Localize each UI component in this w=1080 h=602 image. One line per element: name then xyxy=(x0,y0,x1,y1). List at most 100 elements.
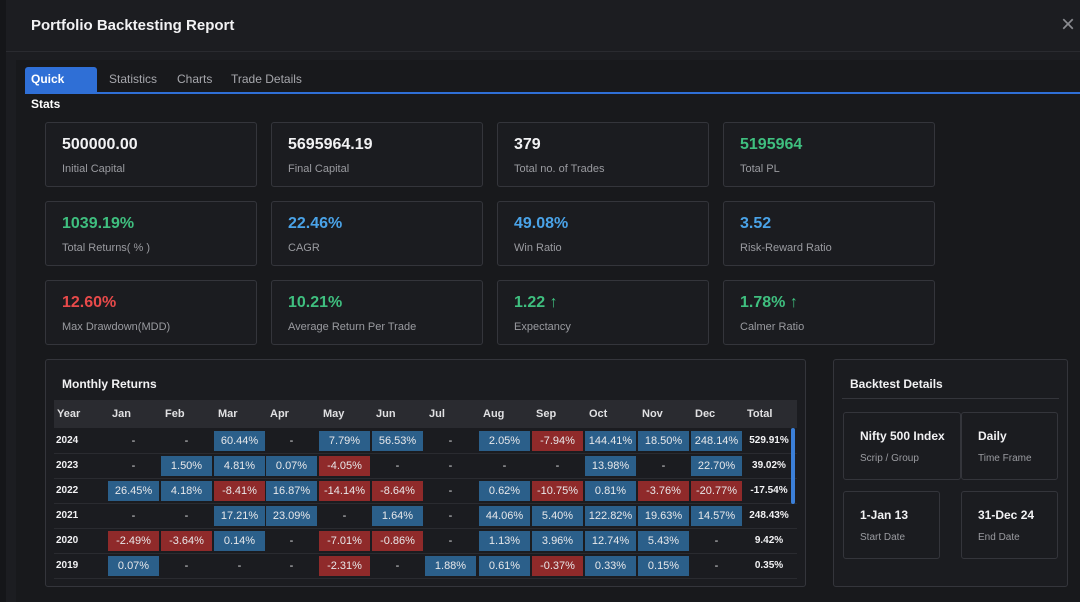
stat-card: 12.60% Max Drawdown(MDD) xyxy=(45,280,257,345)
month-return-cell: -0.86% xyxy=(372,531,423,551)
month-return-cell: -2.31% xyxy=(319,556,370,576)
month-return-cell: - xyxy=(714,535,719,547)
total-cell: -17.54% xyxy=(750,485,788,496)
month-return-cell: - xyxy=(448,435,453,447)
stat-label: Win Ratio xyxy=(514,242,562,254)
month-return-cell: -7.94% xyxy=(532,431,583,451)
end-date-value: 31-Dec 24 xyxy=(978,508,1035,522)
month-return-cell: -8.41% xyxy=(214,481,265,501)
month-return-cell: - xyxy=(555,460,560,472)
month-return-cell: - xyxy=(448,535,453,547)
month-return-cell: - xyxy=(714,560,719,572)
month-return-cell: 0.07% xyxy=(266,456,317,476)
backtest-details-card: Backtest Details Nifty 500 Index Scrip /… xyxy=(833,359,1068,587)
month-return-cell: -0.37% xyxy=(532,556,583,576)
stat-label: Calmer Ratio xyxy=(740,321,805,333)
tab-trade-details[interactable]: Trade Details xyxy=(231,72,302,86)
month-return-cell: -14.14% xyxy=(319,481,370,501)
month-return-cell: 4.81% xyxy=(214,456,265,476)
end-date-label: End Date xyxy=(978,532,1020,543)
month-return-cell: 122.82% xyxy=(585,506,636,526)
column-header: Mar xyxy=(218,408,238,420)
backtest-report-modal: Portfolio Backtesting Report × Quick Sta… xyxy=(6,0,1080,602)
month-return-cell: 0.07% xyxy=(108,556,159,576)
month-return-cell: - xyxy=(289,560,294,572)
table-header: Year Jan Feb Mar Apr May Jun Jul Aug Sep Oct Nov Dec… xyxy=(54,400,797,428)
table-row: 2020 -2.49% -3.64% 0.14% - -7.01% -0.86% - 1.13%… xyxy=(54,529,797,554)
month-return-cell: 0.81% xyxy=(585,481,636,501)
month-return-cell: 0.15% xyxy=(638,556,689,576)
month-return-cell: 1.64% xyxy=(372,506,423,526)
stat-card: 500000.00 Initial Capital xyxy=(45,122,257,187)
month-return-cell: 16.87% xyxy=(266,481,317,501)
tab-statistics[interactable]: Statistics xyxy=(109,72,158,86)
year-cell: 2023 xyxy=(56,460,79,471)
total-cell: 0.35% xyxy=(754,560,784,571)
modal-title: Portfolio Backtesting Report xyxy=(31,17,235,34)
month-return-cell: - xyxy=(184,560,189,572)
month-return-cell: - xyxy=(342,510,347,522)
stat-value: 22.46% xyxy=(288,215,343,232)
tab-charts[interactable]: Charts xyxy=(177,72,213,86)
column-header: Nov xyxy=(642,408,663,420)
stat-label: CAGR xyxy=(288,242,320,254)
stat-value: 5195964 xyxy=(740,136,803,153)
month-return-cell: 60.44% xyxy=(214,431,265,451)
column-header: Feb xyxy=(165,408,185,420)
column-header: Jul xyxy=(429,408,445,420)
month-return-cell: 2.05% xyxy=(479,431,530,451)
month-return-cell: - xyxy=(448,510,453,522)
divider xyxy=(842,398,1059,399)
table-row: 2019 0.07% - - - -2.31% - 1.88% 0.61% -0.37% 0.33%… xyxy=(54,554,797,579)
month-return-cell: 26.45% xyxy=(108,481,159,501)
stat-value: 1.22 ↑ xyxy=(514,294,558,311)
total-cell: 9.42% xyxy=(754,535,784,546)
column-header: Jun xyxy=(376,408,396,420)
month-return-cell: - xyxy=(289,535,294,547)
year-cell: 2019 xyxy=(56,560,79,571)
close-icon[interactable]: × xyxy=(1060,11,1075,38)
stat-card: 5195964 Total PL xyxy=(723,122,935,187)
month-return-cell: -3.76% xyxy=(638,481,689,501)
month-return-cell: 144.41% xyxy=(585,431,636,451)
month-return-cell: 17.21% xyxy=(214,506,265,526)
stat-card: 3.52 Risk-Reward Ratio xyxy=(723,201,935,266)
table-row: 2023 - 1.50% 4.81% 0.07% -4.05% - - - - 13.98% - 22.… xyxy=(54,454,797,479)
month-return-cell: -10.75% xyxy=(532,481,583,501)
month-return-cell: 4.18% xyxy=(161,481,212,501)
table-scrollbar[interactable] xyxy=(791,428,795,504)
month-return-cell: 22.70% xyxy=(691,456,742,476)
table-row: 2022 26.45% 4.18% -8.41% 16.87% -14.14% -8.64%… xyxy=(54,479,797,504)
column-header: Oct xyxy=(589,408,608,420)
start-date-value: 1-Jan 13 xyxy=(860,508,909,522)
total-cell: 39.02% xyxy=(752,460,786,471)
stat-card: 22.46% CAGR xyxy=(271,201,483,266)
month-return-cell: -7.01% xyxy=(319,531,370,551)
month-return-cell: 56.53% xyxy=(372,431,423,451)
tab-quick-stats[interactable]: Quick Stats xyxy=(25,67,97,111)
stat-label: Expectancy xyxy=(514,321,571,333)
column-header: Dec xyxy=(695,408,716,420)
month-return-cell: 13.98% xyxy=(585,456,636,476)
month-return-cell: -4.05% xyxy=(319,456,370,476)
stat-label: Average Return Per Trade xyxy=(288,321,417,333)
stat-value: 5695964.19 xyxy=(288,136,373,153)
year-cell: 2020 xyxy=(56,535,79,546)
year-cell: 2022 xyxy=(56,485,79,496)
column-header: Apr xyxy=(270,408,289,420)
start-date-label: Start Date xyxy=(860,532,906,543)
end-date-card: 31-Dec 24 End Date xyxy=(961,491,1058,559)
scrip-group-label: Scrip / Group xyxy=(860,453,919,464)
time-frame-label: Time Frame xyxy=(978,453,1032,464)
modal-header: Portfolio Backtesting Report × xyxy=(6,0,1080,52)
month-return-cell: 18.50% xyxy=(638,431,689,451)
tab-bar: Quick Stats Statistics Charts Trade Deta… xyxy=(25,67,1080,111)
month-return-cell: 14.57% xyxy=(691,506,742,526)
year-cell: 2024 xyxy=(56,435,79,446)
stat-label: Total PL xyxy=(740,163,780,175)
column-header: Aug xyxy=(483,408,505,420)
month-return-cell: 5.40% xyxy=(532,506,583,526)
monthly-returns-title: Monthly Returns xyxy=(62,377,157,391)
month-return-cell: - xyxy=(289,435,294,447)
month-return-cell: - xyxy=(184,435,189,447)
